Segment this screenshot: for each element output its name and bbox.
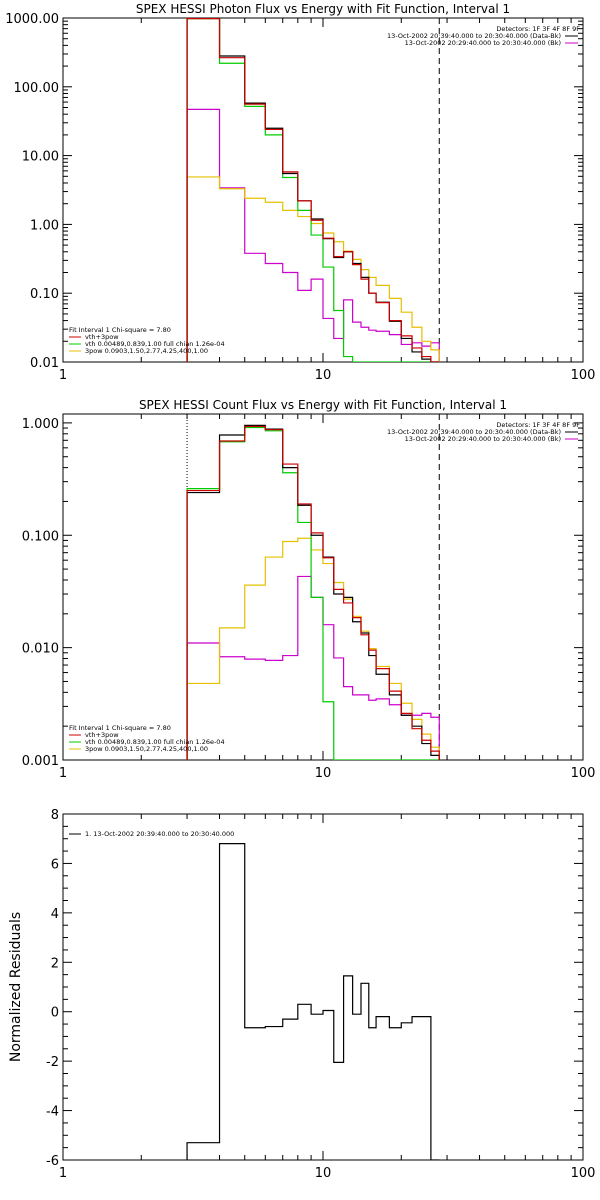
y-tick-label: 6 bbox=[51, 857, 59, 872]
legend-left-text: 1. 13-Oct-2002 20:39:40.000 to 20:30:40.… bbox=[85, 830, 234, 838]
x-tick-label: 100 bbox=[571, 368, 596, 383]
y-tick-label: -4 bbox=[46, 1105, 59, 1120]
y-tick-label: 0.010 bbox=[22, 642, 59, 657]
y-tick-label: 1.00 bbox=[30, 218, 59, 233]
y-tick-label: 10.00 bbox=[22, 150, 59, 165]
y-tick-label: 8 bbox=[51, 808, 59, 823]
fit-header: Fit Interval 1 Chi-square = 7.80 bbox=[69, 724, 171, 732]
y-tick-label: 4 bbox=[51, 907, 59, 922]
legend-right-text: 13-Oct-2002 20:29:40.000 to 20:30:40.000… bbox=[405, 39, 561, 47]
legend-left-text: vth 0.00489,0.839,1.00 full chian 1.26e-… bbox=[85, 738, 225, 746]
series-vth+3pow bbox=[186, 425, 440, 760]
x-tick-label: 1 bbox=[59, 1166, 67, 1181]
series-3pow bbox=[186, 176, 440, 362]
x-tick-label: 10 bbox=[315, 1166, 332, 1181]
x-tick-label: 1 bbox=[59, 766, 67, 781]
y-tick-label: 1.000 bbox=[22, 417, 59, 432]
series-residuals bbox=[186, 843, 440, 1160]
legend-left-text: vth+3pow bbox=[85, 731, 119, 739]
legend-right-text: 13-Oct-2002 20:39:40.000 to 20:30:40.000… bbox=[387, 428, 561, 436]
y-tick-label: 0.01 bbox=[30, 356, 59, 371]
x-tick-label: 100 bbox=[571, 766, 596, 781]
legend-left-text: 3pow 0.0903,1.50,2.77,4.25,400,1.00 bbox=[85, 745, 208, 753]
series-vth bbox=[186, 18, 440, 362]
legend-right-text: 13-Oct-2002 20:29:40.000 to 20:30:40.000… bbox=[405, 435, 561, 443]
x-tick-label: 10 bbox=[315, 766, 332, 781]
legend-left-text: vth 0.00489,0.839,1.00 full chian 1.26e-… bbox=[85, 340, 225, 348]
fit-header: Fit Interval 1 Chi-square = 7.80 bbox=[69, 326, 171, 334]
y-tick-label: 0 bbox=[51, 1006, 59, 1021]
y-tick-label: -2 bbox=[46, 1055, 59, 1070]
detectors-label: Detectors: 1F 3F 4F 8F 9F bbox=[496, 25, 580, 33]
y-tick-label: 0.10 bbox=[30, 287, 59, 302]
y-tick-label: 1000.00 bbox=[5, 12, 59, 27]
y-tick-label: -6 bbox=[46, 1154, 59, 1169]
y-tick-label: 0.001 bbox=[22, 754, 59, 769]
legend-left-text: vth+3pow bbox=[85, 333, 119, 341]
plot-title: SPEX HESSI Photon Flux vs Energy with Fi… bbox=[136, 2, 510, 16]
x-tick-label: 10 bbox=[315, 368, 332, 383]
y-axis-label: Normalized Residuals bbox=[8, 912, 24, 1062]
x-tick-label: 100 bbox=[571, 1166, 596, 1181]
y-tick-label: 2 bbox=[51, 956, 59, 971]
legend-right-text: 13-Oct-2002 20:39:40.000 to 20:30:40.000… bbox=[387, 32, 561, 40]
legend-left-text: 3pow 0.0903,1.50,2.77,4.25,400,1.00 bbox=[85, 347, 208, 355]
y-tick-label: 100.00 bbox=[14, 81, 60, 96]
plot-title: SPEX HESSI Count Flux vs Energy with Fit… bbox=[139, 398, 507, 412]
plot-frame bbox=[62, 413, 584, 761]
detectors-label: Detectors: 1F 3F 4F 8F 9F bbox=[496, 421, 580, 429]
series-bk bbox=[186, 575, 440, 760]
y-tick-label: 0.100 bbox=[22, 529, 59, 544]
series-vth+3pow bbox=[186, 18, 440, 362]
series-3pow bbox=[186, 537, 440, 760]
plot-frame bbox=[62, 813, 584, 1161]
x-tick-label: 1 bbox=[59, 368, 67, 383]
